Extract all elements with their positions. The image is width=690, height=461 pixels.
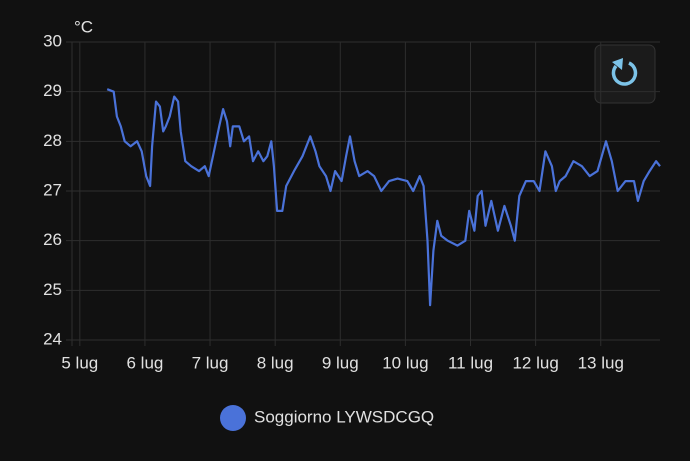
legend-label: Soggiorno LYWSDCGQ [254,407,434,426]
y-tick-label: 28 [43,131,62,150]
y-unit: °C [74,17,93,36]
y-tick-label: 29 [43,81,62,100]
x-tick-label: 7 lug [192,353,229,372]
x-tick-label: 12 lug [512,353,558,372]
x-tick-label: 5 lug [61,353,98,372]
reset-icon-arrow [612,58,623,70]
y-tick-label: 26 [43,230,62,249]
x-tick-label: 13 lug [578,353,624,372]
x-tick-label: 10 lug [382,353,428,372]
x-tick-label: 8 lug [257,353,294,372]
x-tick-label: 9 lug [322,353,359,372]
button-frame[interactable] [594,44,656,104]
y-tick-label: 24 [43,329,62,348]
y-tick-label: 30 [43,31,62,50]
legend-swatch [220,405,246,431]
x-tick-label: 6 lug [126,353,163,372]
x-tick-label: 11 lug [448,353,493,372]
grid [66,41,660,346]
y-tick-label: 25 [43,280,62,299]
reset-icon [611,61,638,86]
y-tick-label: 27 [43,180,62,199]
reset-zoom-button[interactable] [594,44,656,104]
data-line [106,88,661,307]
